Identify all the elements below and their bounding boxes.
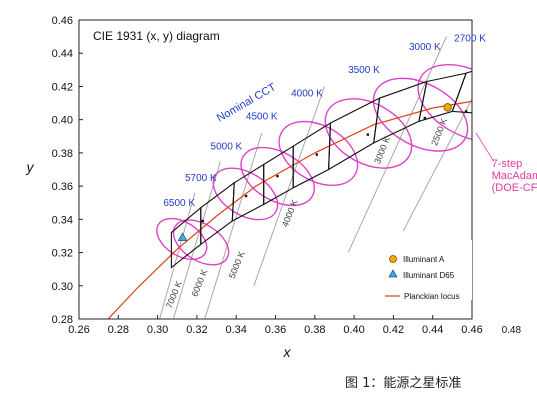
cct-label: 3000 K <box>409 42 441 53</box>
x-tick-label: 0.40 <box>343 324 364 336</box>
cct-center-point <box>315 153 318 156</box>
macadam-ellipse <box>212 167 279 221</box>
cct-center-point <box>244 194 248 198</box>
legend: Illuminant A Illuminant D65 Planckian locu… <box>385 255 460 301</box>
y-tick-label: 0.28 <box>52 314 73 326</box>
isotemp-label: 5000 K <box>227 250 247 280</box>
isotemp-line <box>172 161 221 319</box>
cct-center-point <box>276 174 279 178</box>
x-tick-label: 0.30 <box>147 324 168 336</box>
x-tick-label: 0.46 <box>461 324 482 336</box>
x-axis-label: x <box>283 344 292 360</box>
y-tick-label: 0.46 <box>52 15 73 27</box>
y-tick-label: 0.36 <box>52 181 73 193</box>
cct-quadrangle <box>451 70 472 114</box>
cct-center-point <box>366 133 370 136</box>
x-tick-label: 0.32 <box>186 324 207 336</box>
cct-label: 4000 K <box>291 88 323 99</box>
legend-illuminant-a-marker <box>389 255 397 263</box>
x-tick-label: 0.48 <box>502 325 522 336</box>
y-tick-label: 0.32 <box>52 248 73 260</box>
y-tick-label: 0.34 <box>52 214 73 226</box>
cct-label: 3500 K <box>348 65 380 76</box>
planckian-locus-line <box>107 100 472 319</box>
cct-center-point <box>464 110 468 113</box>
isotemp-line <box>253 86 326 286</box>
macadam-ellipse <box>278 120 359 186</box>
isotemp-label: 3000 K <box>372 135 392 165</box>
cct-quadrangle <box>292 121 332 189</box>
illuminant-d65-point <box>177 232 188 242</box>
y-tick-label: 0.44 <box>52 48 73 60</box>
cct-label: 2700 K <box>454 34 486 45</box>
macadam-ellipse <box>240 146 315 207</box>
plot-area <box>107 36 472 319</box>
ellipse-annotation-line: MacAdam ellipses <box>492 170 537 182</box>
legend-illuminant-d65-label: Illuminant D65 <box>403 271 455 280</box>
isotemp-label: 6000 K <box>189 268 209 298</box>
x-tick-label: 0.28 <box>108 324 129 336</box>
x-tick-label: 0.42 <box>383 324 404 336</box>
cct-label: 6500 K <box>163 198 195 209</box>
ellipse-annotation-line: (DOE-CFLs) <box>492 182 537 194</box>
y-tick-label: 0.40 <box>52 115 73 127</box>
legend-illuminant-a-label: Illuminant A <box>403 255 445 264</box>
cct-label: 5000 K <box>211 142 243 153</box>
isotemp-line <box>402 98 472 232</box>
y-tick-label: 0.42 <box>52 81 73 93</box>
x-tick-label: 0.36 <box>265 324 286 336</box>
cct-label: 5700 K <box>185 173 217 184</box>
cct-quadrangle <box>200 181 235 246</box>
legend-locus-label: Planckian locus <box>404 292 460 301</box>
isotemp-line <box>204 132 263 319</box>
macadam-ellipse <box>372 77 469 152</box>
macadam-ellipse <box>172 219 230 266</box>
legend-illuminant-d65-marker <box>388 269 398 278</box>
y-axis-label: y <box>26 159 35 175</box>
axis-ticks: 0.26 0.28 0.30 0.32 0.34 0.36 0.38 0.40 0.42 0.44… <box>52 15 522 336</box>
x-tick-label: 0.34 <box>225 324 246 336</box>
x-tick-label: 0.26 <box>68 324 89 336</box>
cct-center-point <box>423 116 427 120</box>
y-tick-label: 0.38 <box>52 148 73 160</box>
x-tick-label: 0.38 <box>304 324 325 336</box>
macadam-ellipse <box>417 63 472 142</box>
figure-caption: 图 1：能源之星标准 <box>345 376 462 391</box>
x-tick-label: 0.44 <box>422 324 443 336</box>
cct-center-point <box>201 219 204 223</box>
legend-box <box>380 240 472 300</box>
isotemp-line <box>347 36 447 253</box>
ellipse-annotation-leader <box>475 132 494 162</box>
macadam-ellipse <box>324 98 413 169</box>
y-tick-label: 0.30 <box>52 281 73 293</box>
isotemp-label: 2500 K <box>429 117 449 147</box>
ellipse-annotation-line: 7-step <box>492 158 523 170</box>
chart-title: CIE 1931 (x, y) diagram <box>93 29 220 43</box>
cct-label: 4500 K <box>246 112 278 123</box>
illuminant-a-point <box>443 103 452 112</box>
